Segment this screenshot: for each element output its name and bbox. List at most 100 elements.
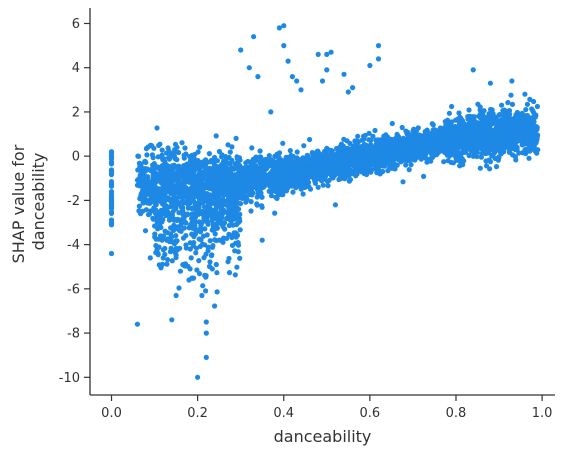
- data-point-outlier: [319, 78, 326, 84]
- data-point: [241, 185, 247, 191]
- axes-layer: [89, 8, 555, 396]
- data-point: [381, 155, 388, 161]
- data-point: [346, 165, 352, 171]
- data-point-outlier: [375, 56, 382, 62]
- data-point: [295, 182, 301, 188]
- data-point: [364, 151, 370, 157]
- data-point: [454, 157, 460, 163]
- data-point: [143, 146, 149, 152]
- data-point: [222, 226, 228, 232]
- data-point: [266, 153, 272, 159]
- data-point: [208, 170, 214, 177]
- data-point: [144, 177, 150, 183]
- data-point: [456, 110, 462, 116]
- data-point: [283, 154, 289, 160]
- data-point: [155, 186, 161, 192]
- data-point-outlier: [470, 67, 476, 73]
- data-point: [304, 167, 310, 173]
- data-point: [490, 113, 496, 119]
- data-point: [379, 149, 385, 155]
- x-tick-label: 0.0: [101, 406, 122, 421]
- data-point: [167, 239, 173, 245]
- data-point: [472, 135, 479, 141]
- data-point: [453, 141, 459, 147]
- data-point: [444, 135, 450, 141]
- data-point: [380, 168, 386, 175]
- data-point: [158, 191, 164, 197]
- data-point: [297, 161, 303, 167]
- data-point-outlier: [251, 34, 257, 40]
- data-point-outlier: [367, 62, 373, 69]
- data-point: [250, 162, 256, 168]
- data-point: [136, 160, 142, 166]
- data-point: [519, 142, 525, 148]
- data-point: [232, 172, 238, 178]
- data-point-outlier: [259, 237, 265, 243]
- data-point: [453, 152, 459, 158]
- data-point: [334, 153, 340, 159]
- data-point: [444, 145, 450, 151]
- data-point: [188, 157, 194, 164]
- data-point: [144, 152, 150, 158]
- x-tick-label: 0.4: [273, 406, 294, 421]
- data-point: [473, 150, 479, 156]
- data-point: [521, 127, 528, 133]
- data-point: [272, 153, 278, 159]
- data-point-outlier: [108, 149, 115, 155]
- data-point: [222, 198, 228, 204]
- data-point: [178, 203, 184, 209]
- data-point: [158, 224, 164, 231]
- data-point: [310, 175, 317, 181]
- data-point: [474, 121, 480, 127]
- data-point-outlier: [341, 71, 347, 77]
- data-point: [214, 187, 220, 193]
- data-point: [173, 252, 179, 258]
- data-point: [509, 101, 516, 107]
- data-point: [258, 180, 264, 186]
- data-point: [212, 303, 218, 309]
- data-point: [465, 114, 471, 120]
- data-point: [151, 166, 157, 172]
- data-point-outlier: [522, 91, 528, 97]
- data-point: [108, 167, 115, 173]
- data-point: [169, 258, 175, 264]
- data-point: [136, 208, 142, 214]
- data-point: [154, 175, 160, 181]
- data-point: [183, 193, 190, 200]
- data-point: [408, 162, 414, 168]
- data-point: [315, 169, 321, 175]
- data-point: [216, 167, 222, 173]
- data-point: [524, 101, 531, 107]
- data-point-outlier: [169, 317, 175, 323]
- y-axis-title: SHAP value for danceability: [9, 140, 48, 264]
- data-point: [225, 160, 231, 166]
- data-point: [486, 157, 492, 163]
- data-point: [502, 135, 508, 141]
- data-point: [272, 210, 278, 216]
- data-point: [466, 107, 472, 113]
- data-point: [507, 139, 514, 145]
- data-point: [497, 111, 503, 118]
- data-point: [249, 180, 255, 186]
- data-point: [182, 145, 188, 151]
- data-point: [228, 205, 234, 212]
- data-point: [152, 223, 158, 229]
- data-point: [396, 141, 402, 147]
- data-point: [501, 149, 507, 155]
- data-point: [405, 157, 411, 163]
- data-point: [499, 118, 506, 125]
- data-point: [366, 130, 372, 136]
- data-point: [341, 157, 347, 163]
- data-point: [232, 272, 238, 278]
- data-point: [526, 155, 532, 161]
- data-point-outlier: [173, 292, 179, 299]
- data-point: [280, 186, 286, 192]
- data-point: [480, 118, 486, 124]
- data-point: [177, 167, 183, 173]
- data-point: [492, 150, 498, 156]
- data-point: [152, 234, 158, 240]
- data-point: [290, 153, 296, 160]
- data-point: [534, 133, 541, 139]
- x-ticks: 0.0 0.2 0.4 0.6 0.8 1.0: [101, 395, 552, 421]
- data-point: [382, 163, 388, 169]
